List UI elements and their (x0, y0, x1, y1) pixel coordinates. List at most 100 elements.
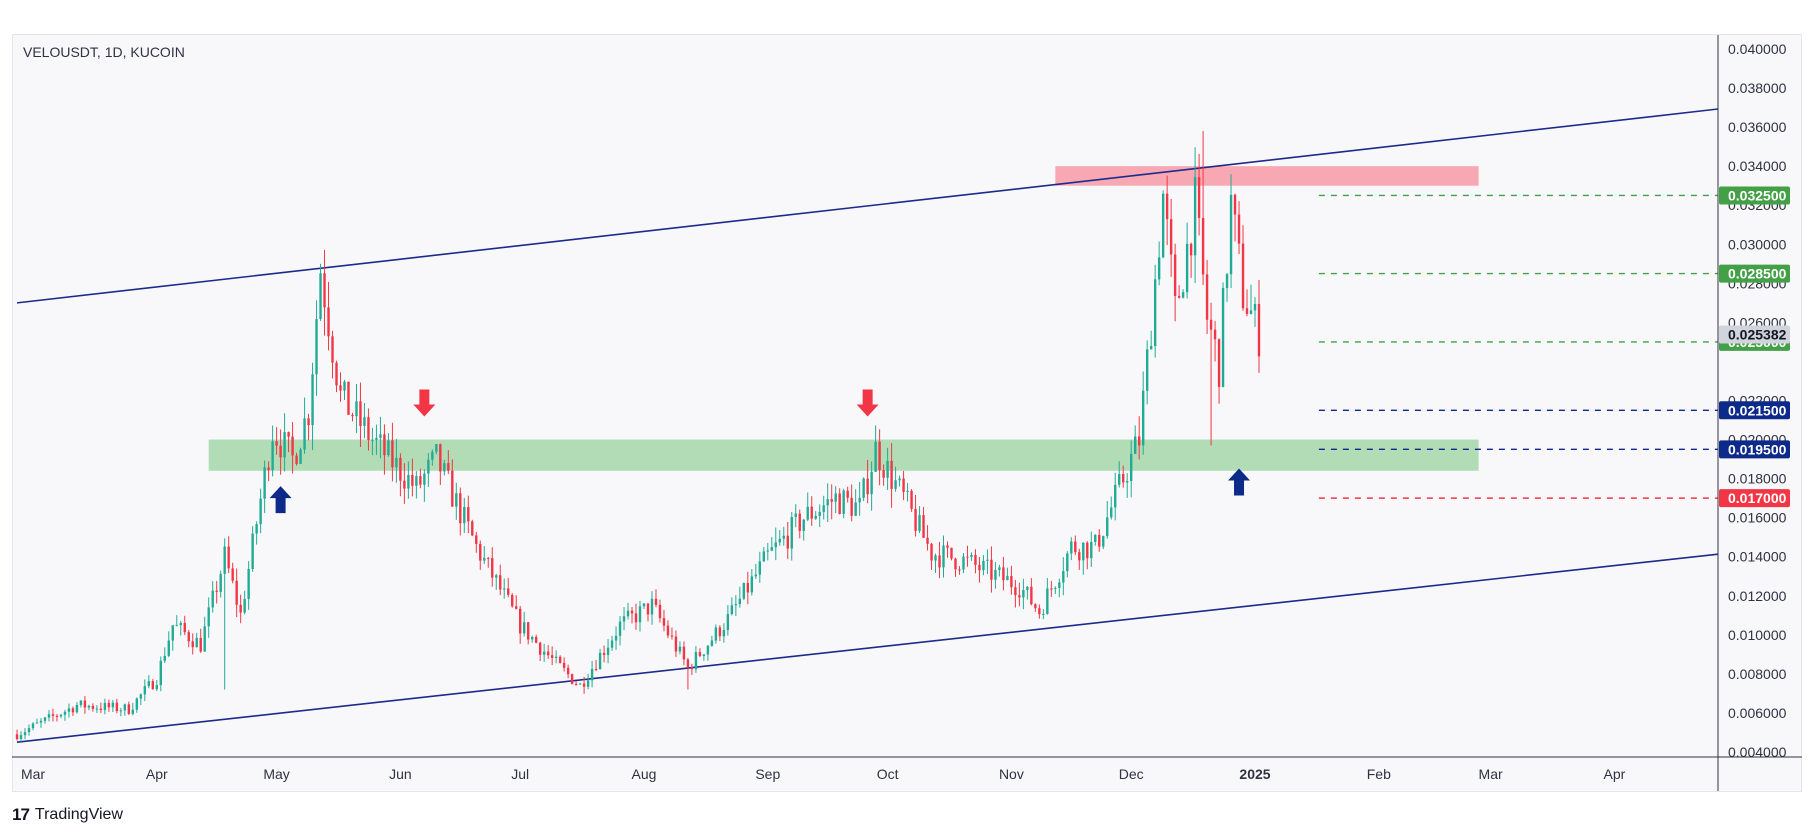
candle-body (195, 637, 198, 648)
candle-body (51, 714, 55, 716)
candle-body (59, 714, 63, 717)
candle-body (491, 558, 494, 578)
candle-body (654, 598, 658, 605)
candle-body (451, 470, 454, 507)
candle-body (542, 651, 546, 655)
candle-body (223, 546, 226, 574)
candle-body (515, 606, 518, 609)
candle-body (678, 646, 682, 652)
candle-body (978, 564, 981, 571)
candle-body (874, 441, 877, 472)
candle-body (746, 582, 750, 593)
candle-body (27, 728, 31, 733)
price-label: 0.017000 (1728, 490, 1787, 506)
candle-body (626, 610, 630, 617)
price-tick-label: 0.004000 (1728, 744, 1787, 760)
price-label-box (1719, 325, 1790, 344)
candle-body (666, 625, 670, 636)
candle-body (658, 604, 662, 619)
candle-body (758, 561, 762, 575)
candle-body (858, 497, 861, 503)
candle-body (1205, 274, 1209, 320)
candle-body (1181, 292, 1185, 298)
price-label: 0.028500 (1728, 266, 1787, 282)
candle-body (323, 273, 326, 308)
price-tick-label: 0.006000 (1728, 705, 1787, 721)
candle-body (487, 557, 490, 559)
candle-body (95, 708, 99, 710)
candle-body (1126, 481, 1129, 483)
candle-body (742, 582, 746, 599)
candle-body (239, 604, 242, 613)
candle-body (674, 636, 678, 652)
candle-body (327, 307, 330, 337)
candle-body (922, 515, 925, 538)
price-tick-label: 0.008000 (1728, 666, 1787, 682)
candle-body (379, 434, 382, 438)
candle-body (906, 490, 909, 492)
candle-body (311, 374, 314, 426)
candle-body (942, 545, 945, 568)
candle-body (1193, 177, 1197, 256)
candle-body (1221, 288, 1225, 388)
candle-body (115, 702, 119, 712)
candle-body (606, 647, 610, 655)
candle-body (1058, 582, 1061, 588)
candle-body (67, 708, 71, 712)
candle-body (810, 506, 813, 519)
candle-body (610, 640, 614, 648)
candle-body (43, 717, 47, 721)
candle-body (259, 498, 262, 525)
price-tick-label: 0.036000 (1728, 119, 1787, 135)
candle-body (778, 538, 781, 543)
candle-body (79, 700, 83, 706)
candle-body (355, 401, 358, 417)
candle-body (319, 273, 322, 320)
candle-body (255, 524, 258, 534)
candle-body (954, 558, 957, 570)
candle-body (1110, 507, 1113, 518)
candle-body (806, 506, 809, 520)
candle-body (275, 441, 278, 446)
arrow-down-icon (856, 389, 879, 417)
candle-body (882, 470, 885, 478)
candle-body (830, 499, 833, 502)
candle-body (31, 723, 35, 729)
candle-body (111, 702, 115, 708)
candle-body (898, 478, 901, 481)
candle-body (351, 414, 354, 417)
candle-body (1010, 575, 1013, 588)
candle-body (371, 439, 374, 441)
candle-body (191, 641, 194, 648)
candle-body (1189, 243, 1193, 256)
price-label: 0.019500 (1728, 441, 1787, 457)
candle-body (87, 705, 91, 708)
candle-body (479, 543, 482, 561)
candle-body (215, 590, 218, 592)
candle-body (578, 683, 582, 685)
candle-body (530, 636, 534, 640)
tradingview-brand[interactable]: 17 TradingView (12, 805, 123, 825)
candle-body (934, 555, 937, 561)
time-tick-label: Oct (877, 766, 899, 782)
candle-body (798, 513, 801, 531)
price-label: 0.025382 (1728, 326, 1787, 342)
candle-body (251, 533, 254, 569)
candle-body (982, 560, 985, 571)
candle-body (107, 702, 111, 708)
candle-body (1149, 346, 1153, 350)
candle-body (35, 722, 39, 724)
candle-body (766, 550, 769, 552)
candle-body (203, 626, 206, 652)
price-label-box (1719, 440, 1790, 459)
candle-body (914, 508, 917, 531)
candle-body (682, 646, 686, 660)
candle-body (558, 656, 562, 663)
candle-body (91, 705, 95, 709)
candle-body (1062, 571, 1065, 583)
time-tick-label: Nov (999, 766, 1024, 782)
candle-body (243, 598, 246, 613)
candle-body (387, 440, 390, 456)
candle-body (1133, 436, 1137, 455)
